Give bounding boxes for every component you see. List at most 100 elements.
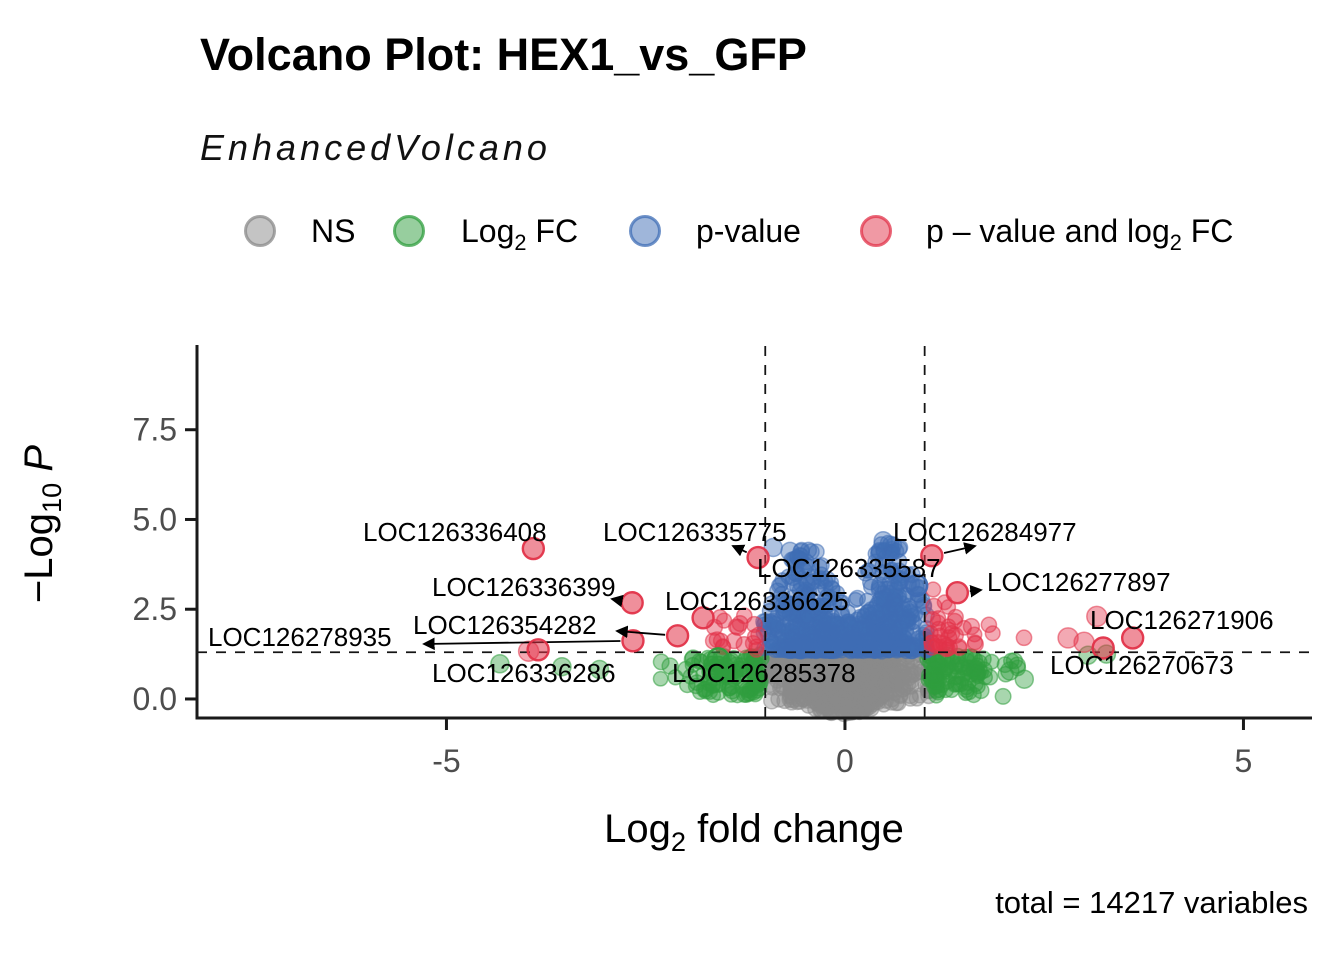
labeled-point-LOC126336286 [526, 638, 550, 662]
labeled-point-LOC126271906 [1120, 626, 1145, 650]
data-point [956, 619, 972, 636]
data-point [896, 630, 914, 647]
y-tick-label: 2.5 [133, 591, 177, 627]
data-point [901, 600, 919, 618]
legend-label-p_fc: p – value and log2 FC [926, 213, 1233, 255]
y-tick-label: 7.5 [133, 412, 177, 448]
data-point [932, 627, 949, 644]
data-point [834, 697, 851, 714]
data-point [980, 616, 998, 634]
gene-label: LOC126277897 [987, 567, 1171, 597]
data-point [652, 670, 669, 687]
data-point [812, 570, 829, 587]
gene-label: LOC126270673 [1050, 650, 1234, 680]
data-point [782, 682, 799, 700]
data-point [552, 656, 572, 677]
data-point [746, 628, 764, 646]
data-point [788, 578, 805, 595]
threshold-lines [197, 346, 1312, 718]
data-point [799, 607, 816, 624]
data-point [1057, 627, 1079, 649]
data-point [872, 590, 890, 607]
labeled-point-LOC126284977 [920, 544, 944, 568]
label-connector [610, 594, 624, 608]
labeled-point-LOC126336408 [521, 536, 546, 561]
data-point [827, 635, 845, 653]
data-point [783, 596, 800, 613]
data-point [652, 653, 670, 671]
labeled-point-LOC126285378 [706, 647, 730, 671]
data-point [957, 680, 976, 698]
data-point [926, 668, 944, 686]
data-point [984, 625, 1001, 642]
labeled-point-LOC126336625 [691, 606, 715, 630]
legend-swatch-p [629, 215, 661, 247]
legend-label-fc: Log2 FC [461, 213, 578, 255]
data-point [966, 634, 984, 651]
data-point [961, 660, 978, 677]
data-point [866, 604, 885, 622]
data-point [771, 577, 788, 594]
label-connector [731, 544, 748, 557]
data-point [797, 636, 814, 654]
data-point [791, 693, 808, 710]
data-point [490, 654, 510, 674]
labeled-point-LOC126336399 [620, 591, 644, 615]
total-variables-caption: total = 14217 variables [995, 885, 1308, 920]
gene-label: LOC126284977 [893, 517, 1077, 547]
data-point [705, 687, 722, 704]
data-point [736, 652, 754, 670]
gene-label: LOC126336408 [363, 517, 547, 547]
data-point [857, 564, 874, 582]
gene-label: LOC126271906 [1090, 605, 1274, 635]
data-point [848, 632, 866, 650]
gene-label: LOC126335587 [757, 553, 941, 583]
axis-ticks: -5 0 5 0.0 2.5 5.0 7.5 [133, 412, 1253, 779]
y-axis-title: −Log10 P [17, 445, 67, 603]
data-point [852, 666, 869, 684]
data-point [1000, 661, 1020, 681]
gene-label: LOC126285378 [672, 658, 856, 688]
labeled-point-LOC126277897 [945, 581, 970, 605]
data-point [682, 668, 699, 685]
gene-label: LOC126354282 [413, 610, 597, 640]
data-point [891, 553, 908, 570]
legend-swatch-p_fc [860, 215, 892, 247]
data-point [873, 640, 890, 658]
data-point [867, 642, 884, 659]
data-point [874, 557, 892, 575]
x-axis-title: Log2 fold change [604, 807, 904, 857]
plot-subtitle: EnhancedVolcano [200, 127, 551, 168]
gene-label: LOC126336399 [432, 572, 616, 602]
data-point [892, 539, 909, 556]
data-point [902, 673, 920, 690]
plot-title: Volcano Plot: HEX1_vs_GFP [200, 29, 807, 80]
data-point [821, 589, 839, 607]
data-point [873, 530, 893, 551]
points-p_fc [517, 581, 1108, 662]
data-point [948, 667, 966, 685]
gene-label: LOC126278935 [208, 622, 392, 652]
data-point [872, 686, 889, 703]
data-point [887, 670, 903, 687]
x-tick-label: -5 [432, 743, 460, 779]
labeled-point-LOC126335775 [746, 545, 770, 570]
data-point [847, 591, 864, 608]
data-point [780, 541, 800, 562]
data-point [805, 692, 823, 710]
data-point [712, 632, 730, 649]
data-point [812, 670, 830, 688]
labeled-point-LOC126354282 [665, 624, 690, 648]
data-point [994, 687, 1012, 705]
legend-swatch-fc [393, 215, 425, 247]
legend-swatch-ns [244, 215, 276, 247]
data-point [781, 687, 800, 706]
data-point [1015, 629, 1033, 647]
gene-labels-layer: LOC126336408 LOC126335775 LOC126284977 LOC1… [208, 517, 1274, 688]
label-connector [422, 637, 621, 651]
data-point [745, 615, 763, 633]
data-point [814, 641, 831, 658]
data-point [731, 615, 749, 632]
